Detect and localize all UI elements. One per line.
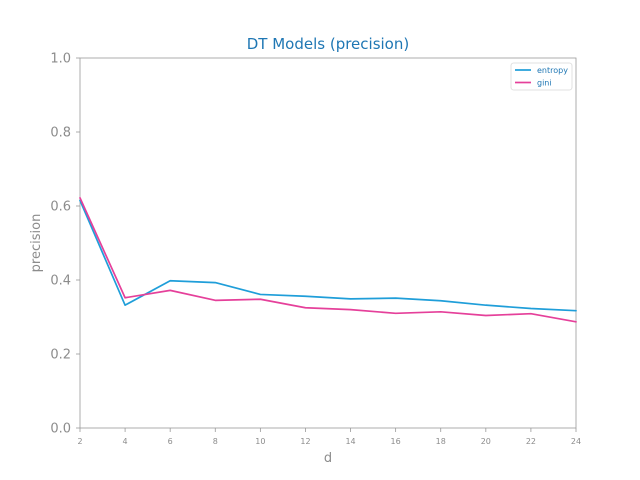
x-tick-label: 22	[526, 437, 536, 446]
x-axis-ticks: 2 4 6 8 10 12 14 16 18 20 22 24	[77, 428, 581, 446]
y-tick-label: 0.8	[50, 126, 71, 141]
x-tick-label: 8	[213, 437, 218, 446]
x-tick-label: 6	[168, 437, 173, 446]
legend-label-entropy: entropy	[537, 66, 568, 75]
y-axis-label: precision	[29, 214, 44, 273]
x-tick-label: 20	[481, 437, 491, 446]
y-axis-ticks: 0.0 0.2 0.4 0.6 0.8 1.0	[50, 52, 80, 437]
x-tick-label: 4	[123, 437, 128, 446]
y-tick-label: 0.0	[50, 422, 71, 437]
x-tick-label: 24	[571, 437, 581, 446]
x-tick-label: 10	[255, 437, 265, 446]
x-tick-label: 12	[300, 437, 310, 446]
x-axis-label: d	[324, 451, 332, 466]
y-tick-label: 0.4	[50, 274, 71, 289]
series-lines	[79, 197, 577, 323]
plot-area-frame	[79, 57, 577, 429]
y-tick-label: 0.6	[50, 200, 71, 215]
legend-label-gini: gini	[537, 79, 552, 88]
legend: entropy gini	[510, 62, 573, 91]
x-tick-label: 18	[436, 437, 446, 446]
x-tick-label: 14	[345, 437, 355, 446]
x-tick-label: 2	[77, 437, 82, 446]
chart-title: DT Models (precision)	[247, 35, 409, 53]
series-line-entropy	[79, 199, 577, 312]
x-tick-label: 16	[391, 437, 401, 446]
series-line-gini	[79, 197, 577, 323]
y-tick-label: 1.0	[50, 52, 71, 67]
y-tick-label: 0.2	[50, 348, 71, 363]
